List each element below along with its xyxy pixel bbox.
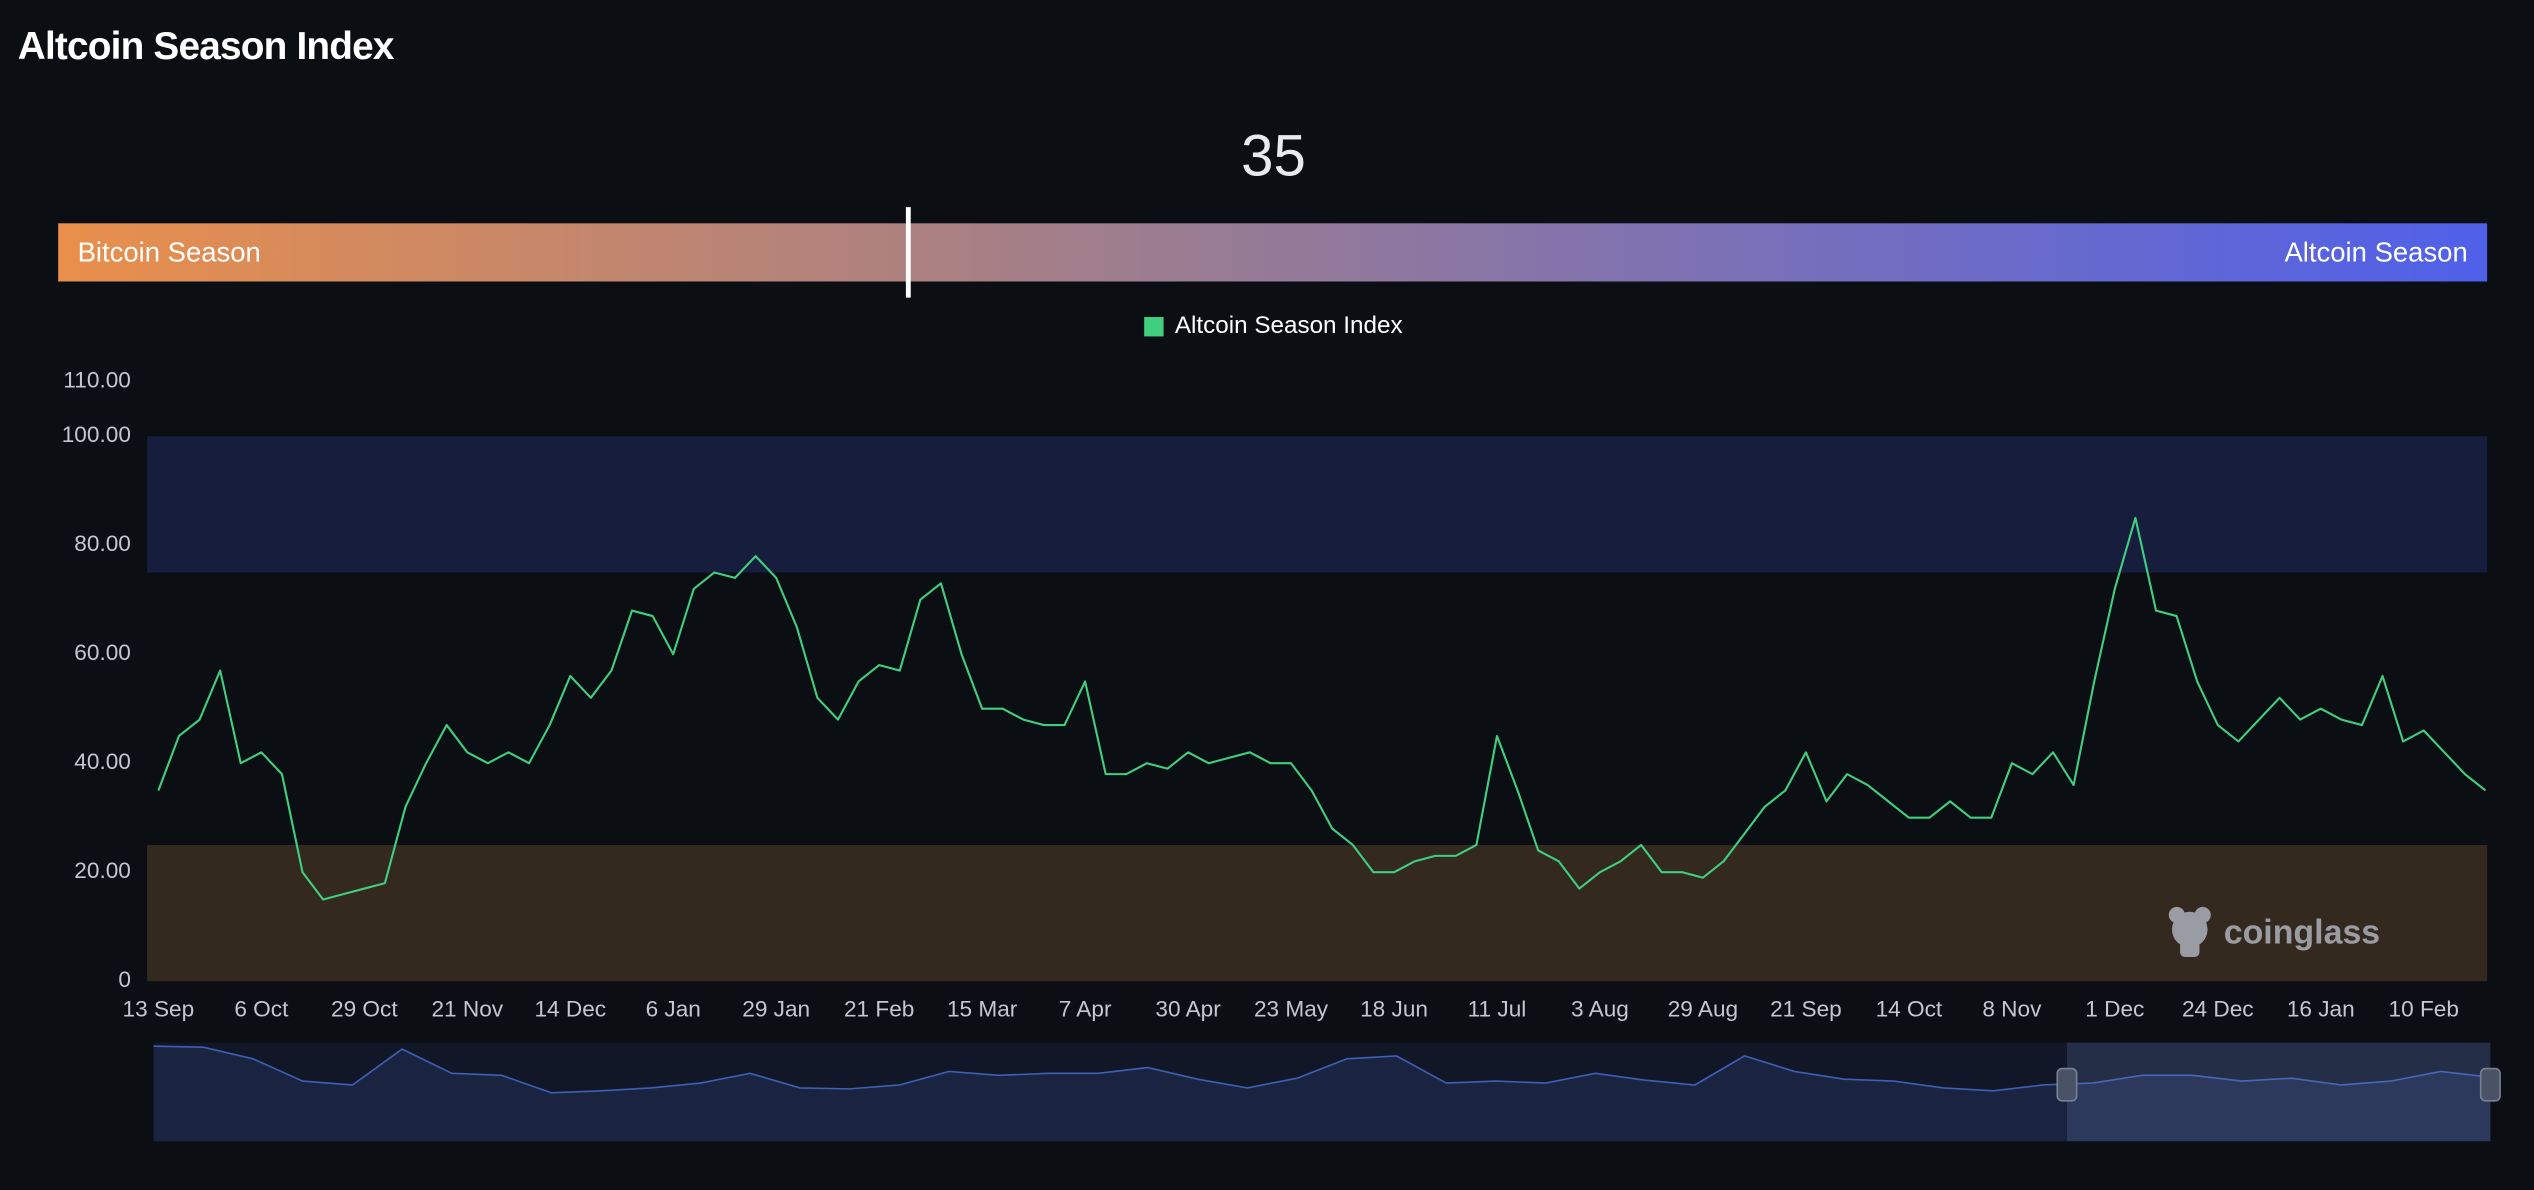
navigator-handle[interactable] — [2056, 1067, 2078, 1102]
watermark: coinglass — [2224, 913, 2380, 951]
legend-label[interactable]: Altcoin Season Index — [1175, 312, 1403, 339]
season-bar — [58, 223, 2488, 282]
navigator-line — [153, 1045, 2491, 1094]
x-tick-label: 13 Sep — [123, 996, 195, 1021]
x-tick-label: 14 Oct — [1876, 996, 1943, 1021]
x-tick-label: 7 Apr — [1059, 996, 1112, 1021]
page-title: Altcoin Season Index — [18, 25, 395, 68]
series-line — [157, 516, 2487, 901]
x-tick-label: 29 Jan — [742, 996, 810, 1021]
x-tick-label: 11 Jul — [1468, 996, 1527, 1021]
y-tick-label: 110.00 — [63, 368, 130, 393]
x-tick-label: 1 Dec — [2085, 996, 2144, 1021]
x-tick-label: 3 Aug — [1571, 996, 1629, 1021]
altcoin-season-label: Altcoin Season — [2284, 236, 2467, 267]
plot: 0 20.00 40.00 60.00 80.00 100.00 110.00 13 Sep 6… — [62, 368, 2488, 1021]
x-tick-label: 24 Dec — [2182, 996, 2254, 1021]
gauge-value: 35 — [1241, 124, 1306, 189]
y-tick-label: 100.00 — [62, 422, 131, 447]
y-tick-label: 0 — [118, 967, 131, 992]
x-tick-label: 30 Apr — [1155, 996, 1221, 1021]
watermark-logo — [2168, 906, 2211, 957]
legend[interactable]: Altcoin Season Index — [1144, 312, 1403, 339]
x-tick-label: 14 Dec — [534, 996, 606, 1021]
navigator[interactable] — [153, 1042, 2501, 1142]
x-tick-label: 16 Jan — [2287, 996, 2355, 1021]
y-tick-label: 20.00 — [74, 858, 131, 883]
legend-swatch[interactable] — [1144, 317, 1164, 337]
band — [147, 436, 2488, 573]
x-tick-label: 23 May — [1254, 996, 1329, 1021]
x-tick-label: 15 Mar — [947, 996, 1018, 1021]
navigator-selection[interactable] — [2066, 1042, 2491, 1142]
x-tick-label: 18 Jun — [1360, 996, 1428, 1021]
x-tick-label: 10 Feb — [2389, 996, 2459, 1021]
y-tick-label: 80.00 — [74, 531, 131, 556]
x-tick-label: 6 Jan — [646, 996, 701, 1021]
navigator-handle[interactable] — [2479, 1067, 2501, 1102]
x-tick-label: 29 Aug — [1668, 996, 1738, 1021]
bitcoin-season-label: Bitcoin Season — [78, 236, 261, 267]
y-tick-label: 60.00 — [74, 640, 131, 665]
x-tick-label: 29 Oct — [331, 996, 398, 1021]
x-tick-label: 8 Nov — [1982, 996, 2042, 1021]
x-tick-label: 21 Feb — [844, 996, 914, 1021]
y-tick-label: 40.00 — [74, 749, 131, 774]
navigator-area — [153, 1046, 2491, 1142]
x-tick-label: 21 Nov — [431, 996, 503, 1021]
band — [147, 844, 2488, 982]
x-tick-label: 6 Oct — [234, 996, 289, 1021]
x-tick-label: 21 Sep — [1770, 996, 1842, 1021]
